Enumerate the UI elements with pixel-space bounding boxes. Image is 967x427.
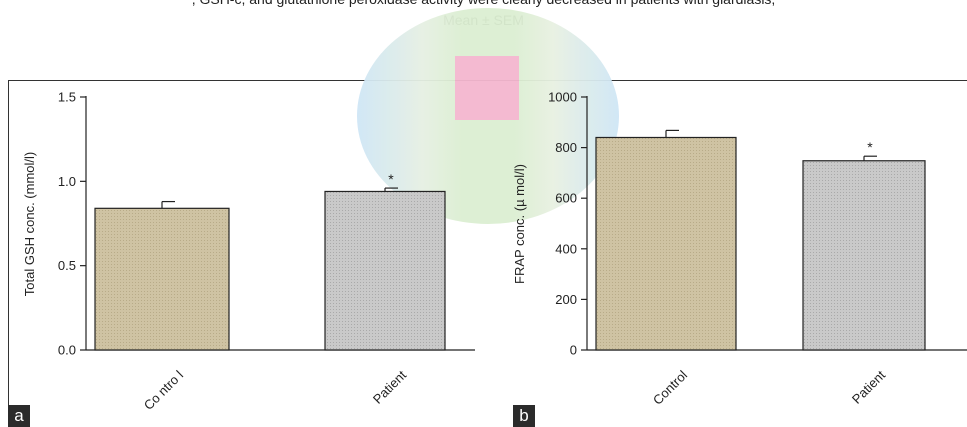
- panel-b-category-label: Patient: [849, 367, 888, 406]
- panel-b-bar-patient: [802, 160, 926, 351]
- panel-label-b: b: [513, 405, 535, 427]
- panel-a-bar-control: [94, 207, 230, 351]
- panel-a-y-tick-label: 1.5: [58, 90, 76, 105]
- panel-a-y-tick-label: 1.0: [58, 174, 76, 189]
- panel-label-a: a: [8, 405, 30, 427]
- panel-b-y-axis-title: FRAP conc. (µ mol/l): [512, 164, 527, 284]
- figure-frame-left: [8, 80, 9, 427]
- panel-b-y-tick-label: 0: [570, 343, 577, 358]
- panel-b-y-tick-label: 800: [555, 140, 577, 155]
- panel-a-y-tick-label: 0.5: [58, 258, 76, 273]
- panel-b-bar-control: [595, 136, 737, 351]
- panel-b-y-tick-label: 200: [555, 292, 577, 307]
- panel-a-y-tick-label: 0.0: [58, 343, 76, 358]
- panel-b-y-tick-label: 1000: [548, 90, 577, 105]
- watermark-logo: [357, 8, 619, 224]
- watermark-center: [455, 56, 519, 120]
- panel-b-significance-mark: *: [867, 139, 873, 155]
- panel-a-significance-mark: *: [388, 171, 394, 187]
- panel-a-category-label: Co ntro l: [141, 367, 186, 412]
- panel-b-y-tick-label: 600: [555, 191, 577, 206]
- panel-b-y-tick-label: 400: [555, 241, 577, 256]
- panel-a-y-axis-title: Total GSH conc. (mmol/l): [22, 152, 37, 296]
- panel-a-bar-patient: [324, 190, 446, 351]
- panel-a-category-label: Patient: [370, 367, 409, 406]
- caption-line-1: , GSH-c, and glutathione peroxidase acti…: [0, 0, 967, 8]
- panel-b-category-label: Control: [650, 367, 690, 407]
